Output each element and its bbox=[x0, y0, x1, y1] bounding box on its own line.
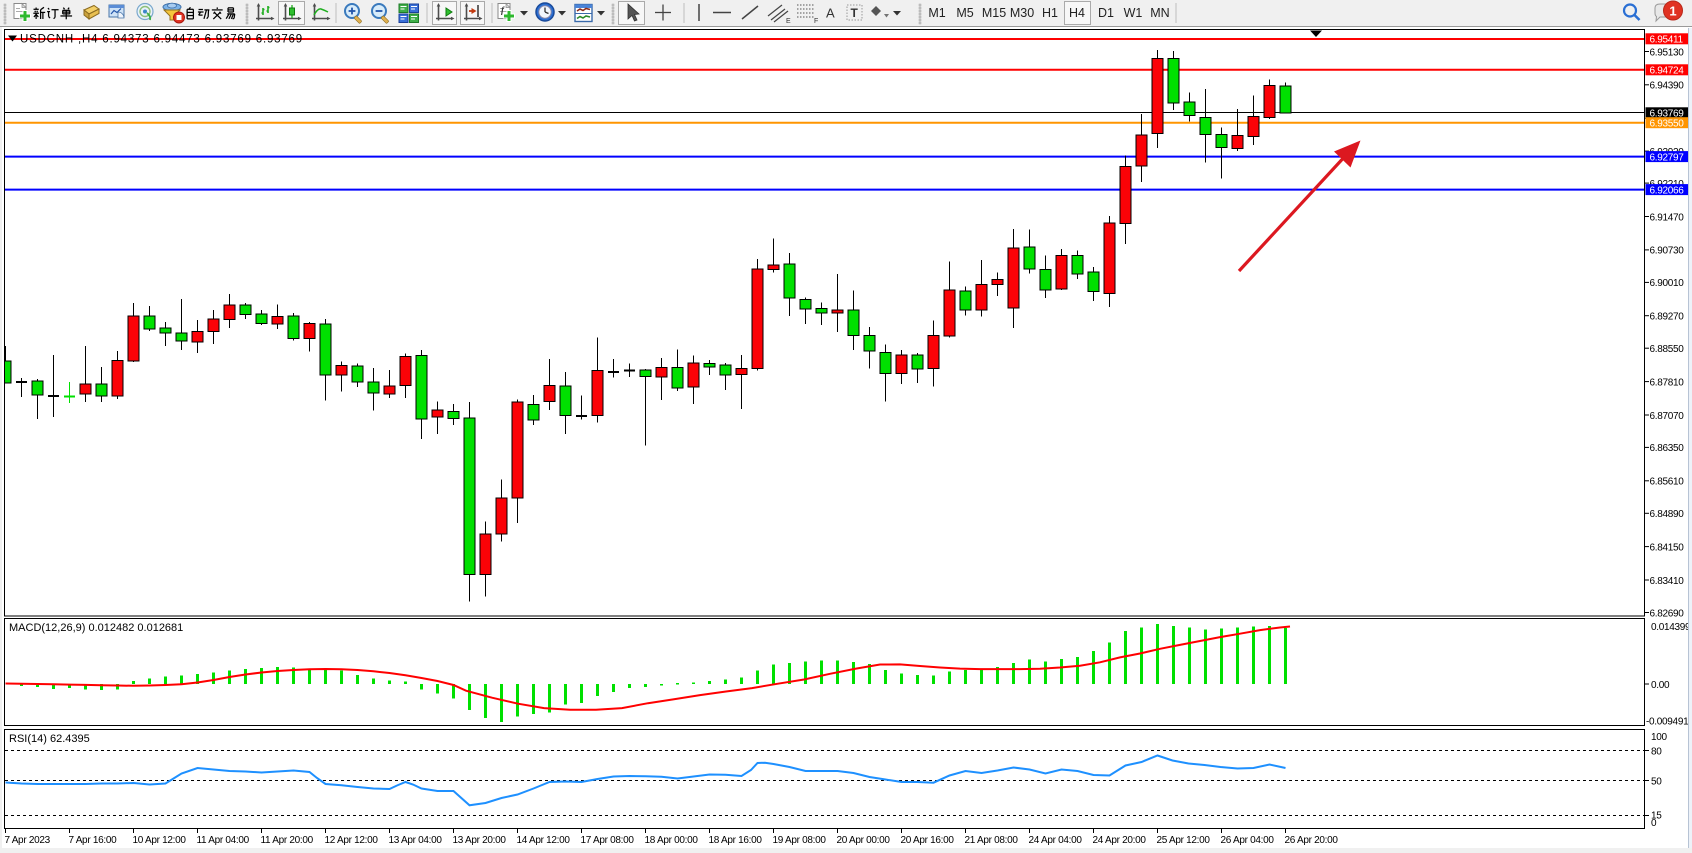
svg-text:M5: M5 bbox=[956, 6, 973, 20]
svg-text:18 Apr 16:00: 18 Apr 16:00 bbox=[709, 835, 763, 846]
svg-text:13 Apr 04:00: 13 Apr 04:00 bbox=[389, 835, 443, 846]
svg-text:6.82690: 6.82690 bbox=[1650, 608, 1685, 619]
svg-text:0.014399: 0.014399 bbox=[1651, 622, 1691, 633]
svg-text:7 Apr 2023: 7 Apr 2023 bbox=[5, 835, 51, 846]
svg-text:6.94390: 6.94390 bbox=[1650, 81, 1685, 92]
svg-text:20 Apr 16:00: 20 Apr 16:00 bbox=[901, 835, 955, 846]
svg-text:18 Apr 00:00: 18 Apr 00:00 bbox=[645, 835, 699, 846]
svg-text:11 Apr 04:00: 11 Apr 04:00 bbox=[197, 835, 250, 846]
svg-text:E: E bbox=[786, 18, 791, 25]
svg-text:6.87810: 6.87810 bbox=[1650, 377, 1685, 388]
svg-text:RSI(14) 62.4395: RSI(14) 62.4395 bbox=[9, 733, 90, 745]
svg-text:0.00: 0.00 bbox=[1651, 680, 1670, 691]
svg-text:19 Apr 08:00: 19 Apr 08:00 bbox=[773, 835, 827, 846]
svg-text:H1: H1 bbox=[1042, 6, 1058, 20]
svg-text:24 Apr 04:00: 24 Apr 04:00 bbox=[1029, 835, 1083, 846]
svg-text:100: 100 bbox=[1651, 732, 1668, 743]
svg-text:80: 80 bbox=[1651, 747, 1662, 758]
svg-text:F: F bbox=[814, 18, 818, 25]
svg-text:6.84890: 6.84890 bbox=[1650, 509, 1685, 520]
svg-text:11 Apr 20:00: 11 Apr 20:00 bbox=[261, 835, 314, 846]
svg-text:6.90730: 6.90730 bbox=[1650, 246, 1685, 257]
svg-text:6.93769: 6.93769 bbox=[1650, 109, 1685, 120]
svg-text:6.87070: 6.87070 bbox=[1650, 411, 1685, 422]
svg-text:20 Apr 00:00: 20 Apr 00:00 bbox=[837, 835, 891, 846]
svg-text:6.85610: 6.85610 bbox=[1650, 477, 1685, 488]
svg-text:H4: H4 bbox=[1069, 6, 1085, 20]
svg-text:6.92797: 6.92797 bbox=[1650, 152, 1685, 163]
svg-text:17 Apr 08:00: 17 Apr 08:00 bbox=[581, 835, 635, 846]
svg-text:0: 0 bbox=[1651, 818, 1657, 829]
svg-text:10 Apr 12:00: 10 Apr 12:00 bbox=[133, 835, 187, 846]
svg-text:15: 15 bbox=[1651, 811, 1662, 822]
svg-text:12 Apr 12:00: 12 Apr 12:00 bbox=[325, 835, 379, 846]
svg-text:M30: M30 bbox=[1010, 6, 1034, 20]
svg-text:6.83410: 6.83410 bbox=[1650, 576, 1685, 587]
svg-text:-0.009491: -0.009491 bbox=[1646, 717, 1689, 728]
svg-text:1: 1 bbox=[1669, 4, 1676, 19]
svg-text:13 Apr 20:00: 13 Apr 20:00 bbox=[453, 835, 507, 846]
svg-text:26 Apr 04:00: 26 Apr 04:00 bbox=[1221, 835, 1275, 846]
svg-text:USDCNH ,H4 6.94373 6.94473 6.: USDCNH ,H4 6.94373 6.94473 6.93769 6.937… bbox=[20, 34, 303, 46]
svg-text:W1: W1 bbox=[1124, 6, 1143, 20]
svg-text:MACD(12,26,9) 0.012482 0.01268: MACD(12,26,9) 0.012482 0.012681 bbox=[9, 622, 183, 634]
svg-text:6.95411: 6.95411 bbox=[1650, 35, 1684, 46]
svg-text:14 Apr 12:00: 14 Apr 12:00 bbox=[517, 835, 571, 846]
svg-text:6.92066: 6.92066 bbox=[1650, 185, 1685, 196]
svg-text:f: f bbox=[501, 5, 505, 15]
svg-text:T: T bbox=[851, 6, 859, 20]
svg-text:6.94724: 6.94724 bbox=[1650, 66, 1685, 77]
svg-text:M1: M1 bbox=[928, 6, 945, 20]
svg-text:6.86350: 6.86350 bbox=[1650, 443, 1685, 454]
svg-text:25 Apr 12:00: 25 Apr 12:00 bbox=[1157, 835, 1211, 846]
svg-text:6.91470: 6.91470 bbox=[1650, 212, 1685, 223]
svg-text:M15: M15 bbox=[982, 6, 1006, 20]
svg-text:A: A bbox=[826, 6, 835, 21]
svg-text:6.95130: 6.95130 bbox=[1650, 47, 1685, 58]
svg-text:6.88550: 6.88550 bbox=[1650, 344, 1685, 355]
svg-text:21 Apr 08:00: 21 Apr 08:00 bbox=[965, 835, 1019, 846]
svg-text:6.90010: 6.90010 bbox=[1650, 278, 1685, 289]
svg-text:50: 50 bbox=[1651, 777, 1662, 788]
svg-text:6.93550: 6.93550 bbox=[1650, 119, 1685, 130]
svg-text:6.84150: 6.84150 bbox=[1650, 542, 1685, 553]
svg-text:26 Apr 20:00: 26 Apr 20:00 bbox=[1285, 835, 1339, 846]
svg-text:24 Apr 20:00: 24 Apr 20:00 bbox=[1093, 835, 1147, 846]
svg-text:D1: D1 bbox=[1098, 6, 1114, 20]
svg-text:6.89270: 6.89270 bbox=[1650, 312, 1685, 323]
svg-text:MN: MN bbox=[1150, 6, 1169, 20]
svg-text:7 Apr 16:00: 7 Apr 16:00 bbox=[69, 835, 118, 846]
